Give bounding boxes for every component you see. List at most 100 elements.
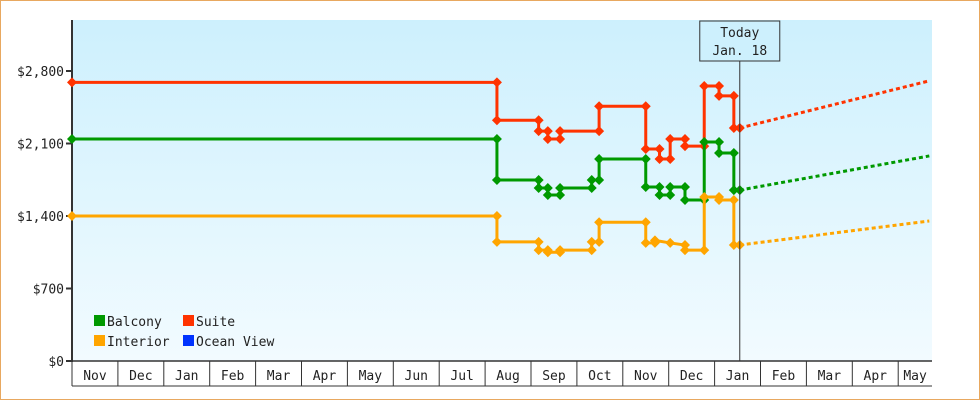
data-point[interactable] [586, 174, 597, 185]
data-point[interactable] [654, 154, 665, 165]
legend-label: Balcony [107, 315, 162, 330]
data-point[interactable] [555, 126, 566, 137]
data-point[interactable] [533, 115, 544, 126]
data-point[interactable] [586, 236, 597, 247]
legend-item-interior: Interior [94, 335, 170, 350]
data-point[interactable] [640, 154, 651, 165]
x-tick-label: May [359, 369, 383, 384]
x-tick-label: Oct [588, 369, 611, 384]
data-point[interactable] [594, 154, 605, 165]
data-point[interactable] [649, 235, 660, 246]
plot-area [72, 20, 932, 361]
data-point[interactable] [594, 126, 605, 137]
x-tick-label: Feb [772, 369, 796, 384]
data-point[interactable] [491, 236, 502, 247]
data-point[interactable] [533, 126, 544, 137]
data-point[interactable] [67, 134, 77, 145]
data-point[interactable] [679, 240, 690, 250]
data-point[interactable] [640, 217, 651, 228]
today-box [699, 20, 781, 62]
y-tick-label: $1,400 [17, 210, 64, 225]
data-point[interactable] [542, 126, 553, 137]
data-point[interactable] [533, 174, 544, 185]
data-point[interactable] [491, 174, 502, 185]
data-point[interactable] [699, 192, 710, 203]
legend-swatch [94, 335, 105, 346]
data-point[interactable] [679, 182, 690, 192]
data-point[interactable] [728, 194, 739, 205]
y-tick-label: $0 [48, 355, 64, 370]
x-tick-label: Jun [405, 369, 428, 384]
data-point[interactable] [640, 143, 651, 154]
data-point[interactable] [533, 183, 544, 194]
data-point[interactable] [491, 211, 502, 221]
data-point[interactable] [714, 90, 725, 101]
data-point[interactable] [665, 154, 676, 165]
x-tick-label: Jan [175, 369, 198, 384]
data-point[interactable] [654, 143, 665, 154]
data-point[interactable] [542, 247, 553, 258]
data-point[interactable] [679, 134, 690, 145]
legend-swatch [183, 335, 194, 346]
data-point[interactable] [679, 141, 690, 152]
data-point[interactable] [594, 174, 605, 185]
data-point[interactable] [555, 134, 566, 145]
today-label: Today [720, 26, 759, 41]
data-point[interactable] [699, 136, 710, 147]
data-point[interactable] [699, 245, 710, 256]
data-point[interactable] [640, 182, 651, 192]
data-point[interactable] [594, 101, 605, 112]
data-point[interactable] [728, 122, 739, 133]
x-tick-label: May [903, 369, 927, 384]
series-balcony [67, 134, 930, 205]
legend-label: Suite [196, 315, 235, 330]
data-point[interactable] [728, 148, 739, 159]
data-point[interactable] [533, 245, 544, 256]
x-tick-label: Jul [450, 369, 473, 384]
data-point[interactable] [542, 134, 553, 145]
data-point[interactable] [542, 183, 553, 194]
data-point[interactable] [665, 182, 676, 192]
data-point[interactable] [586, 245, 597, 256]
data-point[interactable] [586, 183, 597, 194]
data-point[interactable] [699, 81, 710, 92]
data-point[interactable] [491, 134, 502, 145]
data-point[interactable] [654, 189, 665, 200]
x-tick-label: Feb [221, 369, 245, 384]
data-point[interactable] [491, 77, 502, 88]
legend-swatch [94, 315, 105, 326]
data-point[interactable] [67, 77, 77, 88]
data-point[interactable] [533, 236, 544, 247]
data-point[interactable] [728, 90, 739, 101]
data-point[interactable] [654, 182, 665, 192]
data-point[interactable] [665, 134, 676, 145]
data-point[interactable] [714, 136, 725, 147]
data-point[interactable] [714, 81, 725, 92]
data-point[interactable] [665, 189, 676, 200]
x-tick-label: Sep [542, 369, 566, 384]
data-point[interactable] [594, 236, 605, 247]
data-point[interactable] [640, 101, 651, 112]
today-date: Jan. 18 [712, 44, 767, 59]
data-point[interactable] [67, 211, 77, 221]
x-tick-label: Dec [680, 369, 703, 384]
data-point[interactable] [555, 245, 566, 256]
x-tick-label: Jan [726, 369, 749, 384]
series-interior [67, 192, 930, 258]
data-point[interactable] [491, 115, 502, 126]
data-point[interactable] [640, 237, 651, 248]
data-point[interactable] [728, 185, 739, 196]
data-point[interactable] [542, 189, 553, 200]
data-point[interactable] [679, 245, 690, 256]
data-point[interactable] [555, 189, 566, 200]
data-point[interactable] [714, 148, 725, 159]
x-tick-label: Dec [129, 369, 152, 384]
data-point[interactable] [555, 183, 566, 194]
data-point[interactable] [728, 240, 739, 250]
data-point[interactable] [665, 237, 676, 248]
data-point[interactable] [679, 194, 690, 205]
data-point[interactable] [714, 194, 725, 205]
data-point[interactable] [594, 217, 605, 228]
x-tick-label: Apr [313, 369, 337, 384]
